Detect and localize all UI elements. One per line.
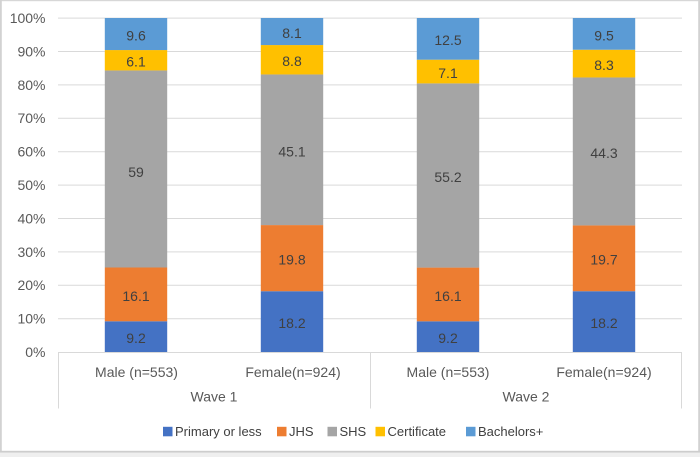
svg-text:SHS: SHS xyxy=(340,424,367,439)
svg-text:18.2: 18.2 xyxy=(278,315,305,331)
svg-text:Female(n=924): Female(n=924) xyxy=(556,364,651,380)
svg-text:Male (n=553): Male (n=553) xyxy=(95,364,178,380)
svg-text:7.1: 7.1 xyxy=(438,65,458,81)
svg-text:19.7: 19.7 xyxy=(590,252,617,268)
svg-text:8.3: 8.3 xyxy=(594,57,614,73)
svg-text:Certificate: Certificate xyxy=(388,424,447,439)
svg-text:45.1: 45.1 xyxy=(278,143,305,159)
svg-text:70%: 70% xyxy=(17,110,45,126)
svg-text:16.1: 16.1 xyxy=(122,288,149,304)
svg-text:9.2: 9.2 xyxy=(126,330,146,346)
svg-text:18.2: 18.2 xyxy=(590,315,617,331)
svg-text:50%: 50% xyxy=(17,177,45,193)
svg-text:8.1: 8.1 xyxy=(282,25,302,41)
svg-text:40%: 40% xyxy=(17,210,45,226)
svg-text:8.8: 8.8 xyxy=(282,53,302,69)
svg-text:9.6: 9.6 xyxy=(126,28,146,44)
svg-text:16.1: 16.1 xyxy=(434,288,461,304)
svg-text:60%: 60% xyxy=(17,144,45,160)
svg-text:30%: 30% xyxy=(17,244,45,260)
svg-text:9.2: 9.2 xyxy=(438,330,458,346)
svg-text:6.1: 6.1 xyxy=(126,54,146,70)
svg-text:55.2: 55.2 xyxy=(434,169,461,185)
svg-text:59: 59 xyxy=(128,164,144,180)
svg-text:44.3: 44.3 xyxy=(590,145,617,161)
svg-text:Male (n=553): Male (n=553) xyxy=(407,364,490,380)
svg-text:JHS: JHS xyxy=(289,424,314,439)
svg-text:20%: 20% xyxy=(17,277,45,293)
svg-text:0%: 0% xyxy=(25,344,45,360)
svg-text:10%: 10% xyxy=(17,311,45,327)
svg-text:80%: 80% xyxy=(17,77,45,93)
svg-text:19.8: 19.8 xyxy=(278,252,305,268)
svg-text:Wave 2: Wave 2 xyxy=(503,388,550,404)
svg-text:9.5: 9.5 xyxy=(594,27,614,43)
svg-text:Wave 1: Wave 1 xyxy=(191,388,238,404)
svg-text:12.5: 12.5 xyxy=(434,32,461,48)
svg-text:Primary or less: Primary or less xyxy=(175,424,262,439)
svg-text:Female(n=924): Female(n=924) xyxy=(245,364,340,380)
svg-text:90%: 90% xyxy=(17,43,45,59)
svg-text:Bachelors+: Bachelors+ xyxy=(478,424,543,439)
svg-text:100%: 100% xyxy=(10,10,46,26)
